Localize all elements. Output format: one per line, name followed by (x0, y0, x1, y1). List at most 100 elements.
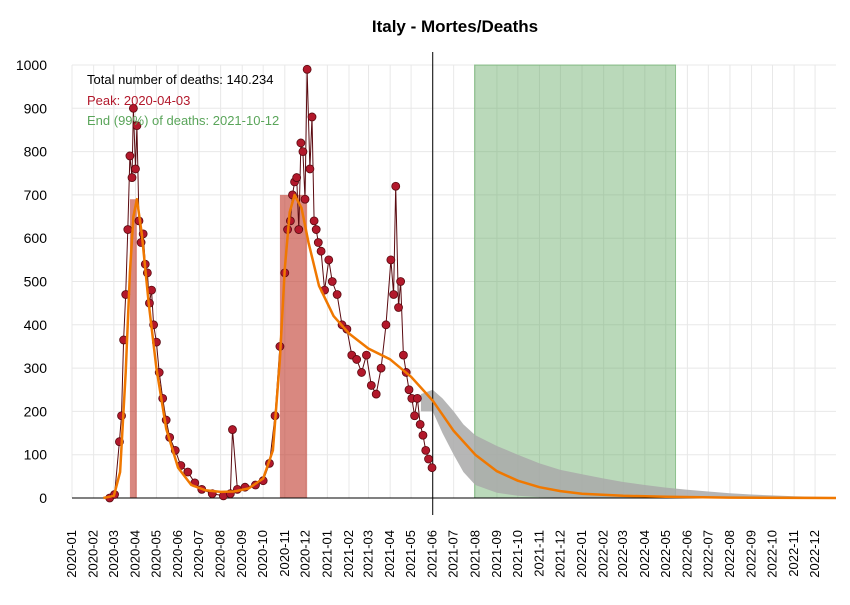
shaded-region-end (474, 64, 677, 499)
y-tick-label: 900 (24, 100, 48, 116)
data-point (292, 173, 302, 182)
data-point (352, 355, 362, 364)
data-point (399, 350, 408, 360)
data-point (123, 225, 133, 234)
data-point (362, 350, 371, 360)
fitted-curve (103, 193, 837, 500)
data-point (128, 103, 138, 113)
x-tick-label: 2020-01 (64, 530, 79, 578)
x-tick-label: 2021-05 (403, 530, 418, 578)
x-tick-label: 2020-10 (255, 530, 270, 578)
data-point (183, 467, 193, 477)
x-tick-label: 2022-07 (700, 530, 715, 578)
data-point (427, 463, 437, 473)
x-tick-label: 2022-01 (574, 530, 589, 578)
data-point (386, 255, 396, 265)
data-point (125, 151, 135, 161)
y-tick-label: 800 (24, 144, 48, 160)
annotation-end-date: End (99%) of deaths: 2021-10-12 (87, 113, 279, 128)
shaded-region-peak (129, 199, 137, 499)
x-tick-label: 2022-11 (786, 530, 801, 577)
x-tick-label: 2022-12 (807, 530, 822, 578)
data-point (296, 138, 306, 148)
data-point (376, 363, 386, 373)
data-point (309, 216, 319, 226)
x-tick-label: 2020-07 (191, 530, 206, 578)
x-tick-label: 2021-09 (489, 530, 504, 578)
data-point (415, 419, 425, 429)
data-point (313, 238, 323, 247)
x-tick-label: 2020-08 (213, 530, 228, 578)
data-point (418, 430, 428, 440)
data-point (421, 445, 431, 455)
data-point (357, 368, 366, 377)
y-tick-label: 100 (24, 447, 48, 463)
x-tick-label: 2020-04 (128, 530, 143, 578)
x-tick-label: 2021-08 (467, 530, 482, 578)
x-tick-label: 2021-10 (510, 530, 525, 578)
x-tick-label: 2022-03 (615, 530, 630, 578)
data-point (302, 64, 312, 74)
data-point (391, 181, 401, 191)
data-point (324, 255, 334, 265)
y-tick-label: 300 (24, 360, 48, 376)
data-point (300, 194, 310, 204)
x-tick-label: 2022-09 (744, 530, 759, 578)
data-point (131, 164, 140, 174)
data-point (371, 389, 381, 399)
x-tick-label: 2020-05 (148, 530, 163, 578)
data-point (381, 320, 391, 330)
data-point (127, 173, 137, 182)
chart-title: Italy - Mortes/Deaths (372, 17, 538, 36)
data-point (366, 381, 376, 390)
x-tick-label: 2020-02 (86, 530, 101, 578)
x-tick-label: 2022-05 (658, 530, 673, 578)
data-point (332, 290, 342, 299)
x-tick-label: 2021-04 (382, 530, 397, 578)
annotation-peak-date: Peak: 2020-04-03 (87, 93, 190, 108)
tick-label-layer: 0 100 200 300 400 500 600 700 800 900 1000 2020-01 2… (16, 57, 822, 578)
shaded-region-peak (279, 194, 308, 498)
x-tick-label: 2021-12 (552, 530, 567, 578)
data-point (404, 385, 414, 395)
x-tick-label: 2022-04 (637, 530, 652, 578)
data-point (412, 394, 422, 403)
x-tick-label: 2022-06 (679, 530, 694, 578)
x-tick-label: 2020-09 (234, 530, 249, 578)
data-point (327, 277, 337, 286)
x-tick-label: 2022-02 (596, 530, 611, 578)
projection-band (420, 389, 836, 498)
y-tick-label: 200 (24, 403, 48, 419)
x-tick-label: 2020-11 (277, 530, 292, 577)
x-tick-label: 2021-01 (319, 530, 334, 578)
data-point (298, 147, 308, 157)
data-point (424, 454, 433, 464)
x-tick-label: 2021-11 (532, 530, 547, 577)
data-point (410, 411, 419, 421)
data-point (396, 277, 406, 286)
y-tick-label: 400 (24, 317, 48, 333)
x-tick-label: 2022-08 (722, 530, 737, 578)
x-tick-label: 2021-07 (446, 530, 461, 578)
data-point (311, 225, 321, 234)
projection-band-layer (420, 389, 836, 498)
data-point (228, 425, 237, 434)
shaded-regions (129, 64, 677, 499)
x-tick-label: 2022-10 (765, 530, 780, 578)
y-tick-label: 700 (24, 187, 48, 203)
data-point (294, 225, 304, 234)
annotation-total-deaths: Total number of deaths: 140.234 (87, 72, 273, 87)
data-point (394, 303, 403, 312)
y-tick-label: 0 (39, 490, 47, 506)
data-point (307, 112, 317, 122)
x-tick-label: 2021-03 (361, 530, 376, 578)
data-point (316, 246, 326, 256)
x-tick-label: 2020-06 (170, 530, 185, 578)
x-tick-label: 2021-06 (425, 530, 440, 578)
x-tick-label: 2020-12 (298, 530, 313, 578)
fitted-line-layer (103, 193, 837, 500)
y-tick-label: 600 (24, 230, 48, 246)
